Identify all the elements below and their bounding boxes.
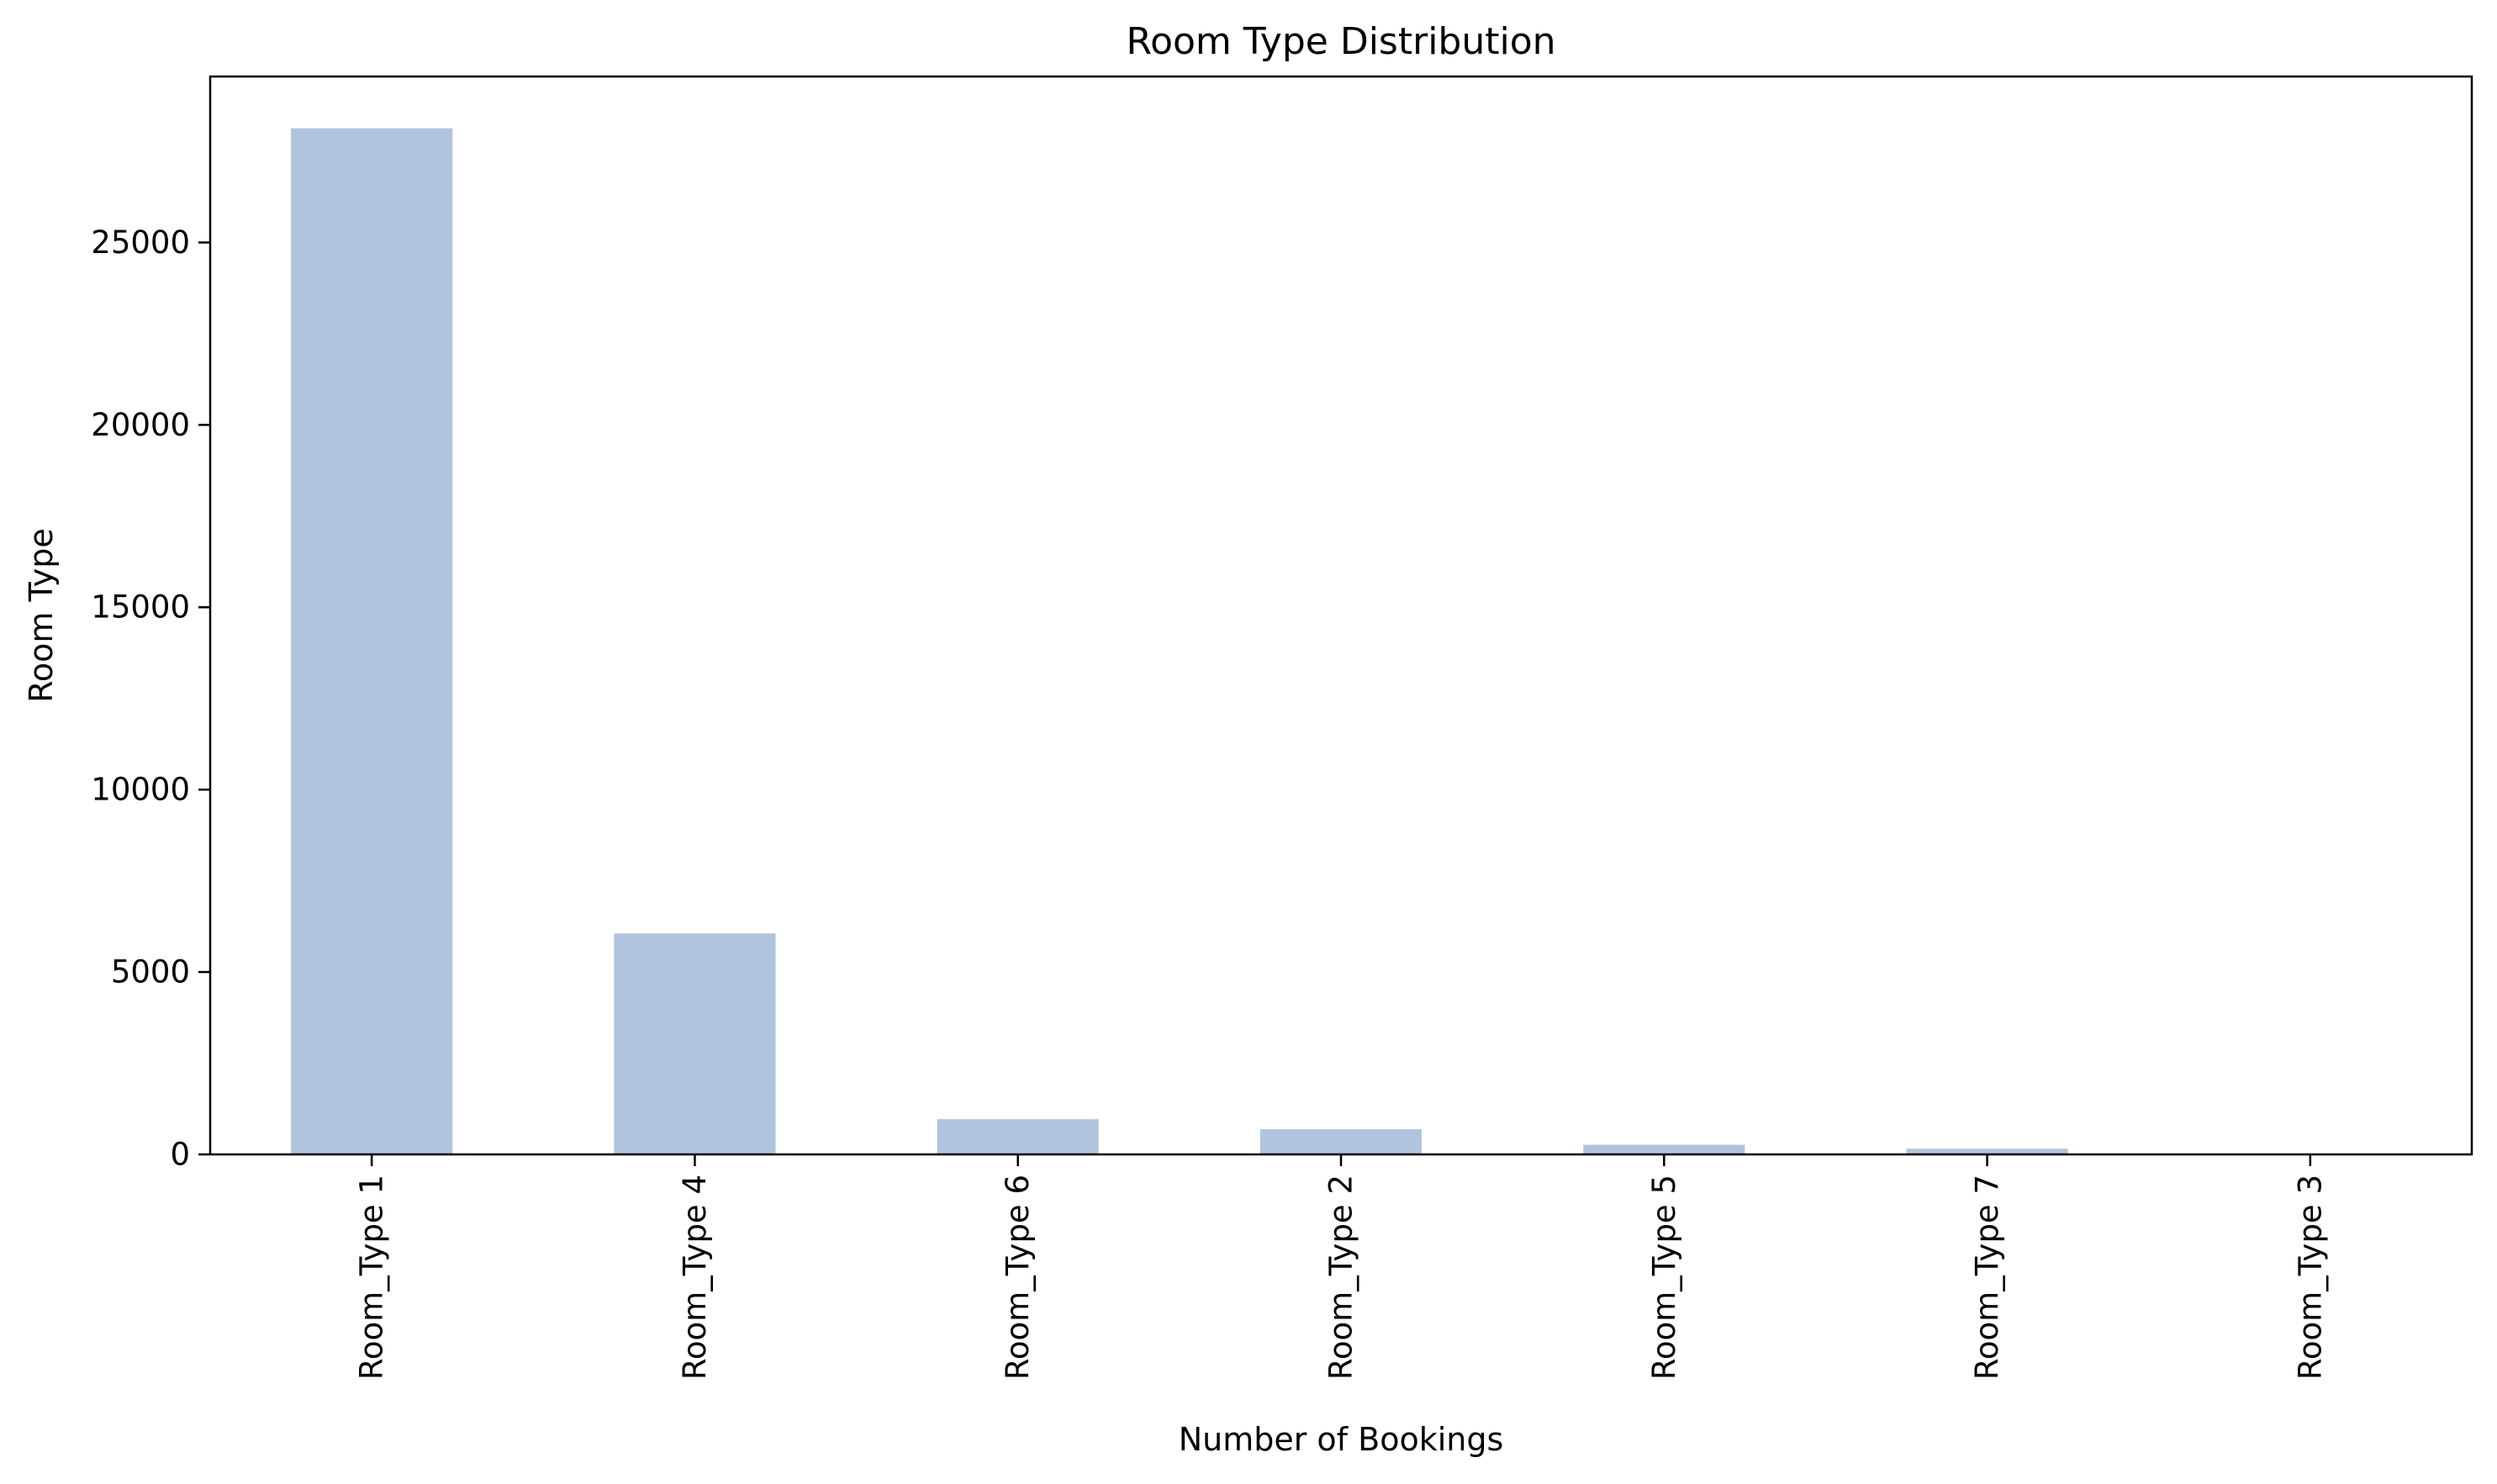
y-axis-label: Room Type bbox=[23, 528, 60, 703]
x-axis-ticks: Room_Type 1 Room_Type 4 Room_Type 6 Room_Ty… bbox=[354, 1154, 2328, 1380]
x-tick-label: Room_Type 6 bbox=[1000, 1175, 1036, 1380]
bar-room-type-5 bbox=[1583, 1144, 1745, 1154]
bar-room-type-1 bbox=[291, 128, 453, 1154]
bar-room-type-2 bbox=[1259, 1128, 1423, 1154]
x-tick-label: Room_Type 7 bbox=[1969, 1175, 2005, 1380]
y-tick-label: 10000 bbox=[91, 772, 190, 808]
y-axis-ticks: 0 5000 10000 15000 20000 25000 bbox=[91, 224, 210, 1173]
x-tick-label: Room_Type 1 bbox=[354, 1175, 390, 1380]
bars-layer bbox=[291, 128, 2391, 1154]
x-tick-label: Room_Type 5 bbox=[1646, 1175, 1682, 1380]
bar-room-type-6 bbox=[937, 1119, 1099, 1154]
bar-room-type-4 bbox=[614, 933, 776, 1154]
y-tick-label: 20000 bbox=[91, 407, 190, 443]
x-tick-label: Room_Type 3 bbox=[2292, 1175, 2328, 1380]
y-tick-label: 5000 bbox=[111, 954, 190, 990]
x-axis-label: Number of Bookings bbox=[1179, 1421, 1504, 1458]
x-tick-label: Room_Type 4 bbox=[677, 1175, 713, 1380]
plot-frame bbox=[209, 75, 2473, 1156]
y-tick-label: 25000 bbox=[91, 224, 190, 261]
chart-title: Room Type Distribution bbox=[1126, 20, 1555, 63]
y-tick-label: 0 bbox=[170, 1137, 190, 1173]
y-tick-label: 15000 bbox=[91, 589, 190, 626]
x-tick-label: Room_Type 2 bbox=[1323, 1175, 1359, 1380]
bar-room-type-7 bbox=[1906, 1149, 2068, 1154]
